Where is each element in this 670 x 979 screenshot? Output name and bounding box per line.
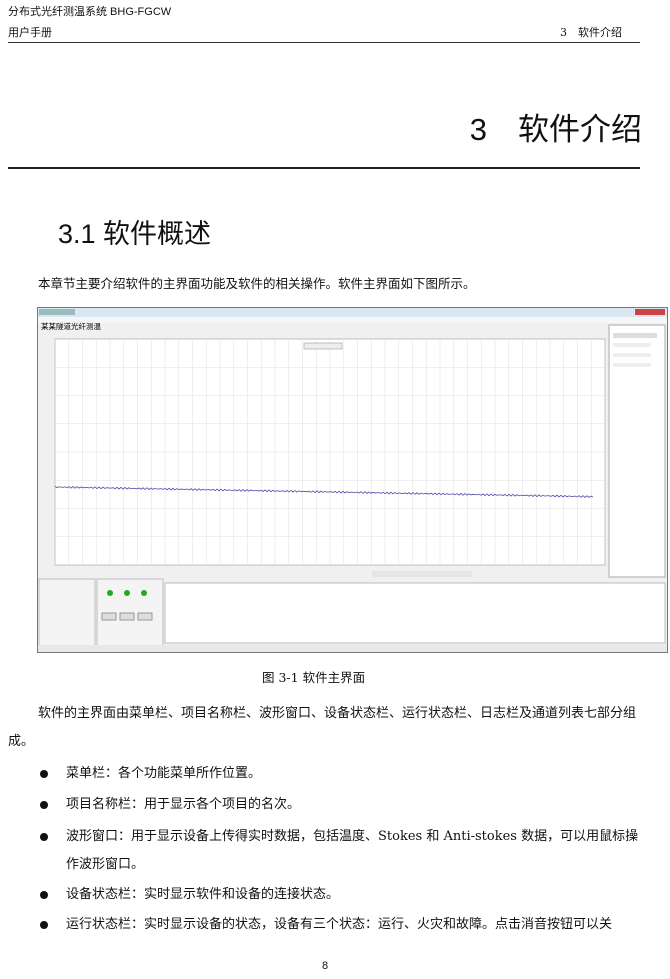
bullet-text: 波形窗口：用于显示设备上传得实时数据，包括温度、Stokes 和 Anti-st…: [66, 829, 639, 872]
figure-caption: 图 3-1 软件主界面: [262, 670, 366, 685]
channel-item: [613, 353, 651, 357]
bullet-text: 项目名称栏：用于显示各个项目的名次。: [66, 797, 301, 812]
bullet-dot: [40, 770, 48, 778]
intro-text: 本章节主要介绍软件的主界面功能及软件的相关操作。软件主界面如下图所示。: [38, 276, 476, 291]
title-bar: [38, 308, 667, 317]
bullet-text: 设备状态栏：实时显示软件和设备的连接状态。: [66, 887, 340, 902]
manual-label: 用户手册: [8, 26, 52, 39]
status-light: [141, 590, 147, 596]
channel-item: [613, 333, 657, 338]
channel-list: [608, 324, 666, 578]
button: [119, 612, 135, 621]
legend-box: [303, 342, 343, 350]
page-number: 8: [322, 960, 329, 972]
bullet-dot: [40, 921, 48, 929]
section-title: 3.1 软件概述: [58, 219, 212, 249]
status-light: [107, 590, 113, 596]
menu-bar: [38, 317, 667, 323]
button: [101, 612, 117, 621]
button: [137, 612, 153, 621]
toolbar: [372, 571, 472, 577]
chapter-ref: 3 软件介绍: [560, 26, 622, 39]
window-buttons: [635, 309, 665, 315]
device-status: [38, 578, 96, 652]
doc-title: 分布式光纤测温系统 BHG-FGCW: [8, 6, 172, 18]
app-name: [39, 309, 75, 315]
bullet-text: 菜单栏：各个功能菜单所作位置。: [66, 766, 262, 781]
body-paragraph: 软件的主界面由菜单栏、项目名称栏、波形窗口、设备状态栏、运行状态栏、日志栏及通道…: [8, 706, 637, 749]
bullet-text: 运行状态栏：实时显示设备的状态，设备有三个状态：运行、火灾和故障。点击消音按钮可…: [66, 917, 613, 932]
app-title: 某某隧道光纤测温: [41, 321, 101, 331]
screenshot: 某某隧道光纤测温: [37, 307, 668, 653]
chapter-rule: [8, 167, 640, 169]
log-panel: [164, 582, 666, 644]
waveform-line: [54, 485, 594, 498]
bullet-dot: [40, 833, 48, 841]
status-bar: [38, 645, 667, 652]
bullet-dot: [40, 801, 48, 809]
waveform-window: [54, 338, 606, 577]
chapter-title: 3 软件介绍: [469, 112, 642, 147]
bullet-dot: [40, 891, 48, 899]
channel-item: [613, 343, 651, 347]
header-rule: [8, 42, 640, 43]
status-light: [124, 590, 130, 596]
channel-item: [613, 363, 651, 367]
